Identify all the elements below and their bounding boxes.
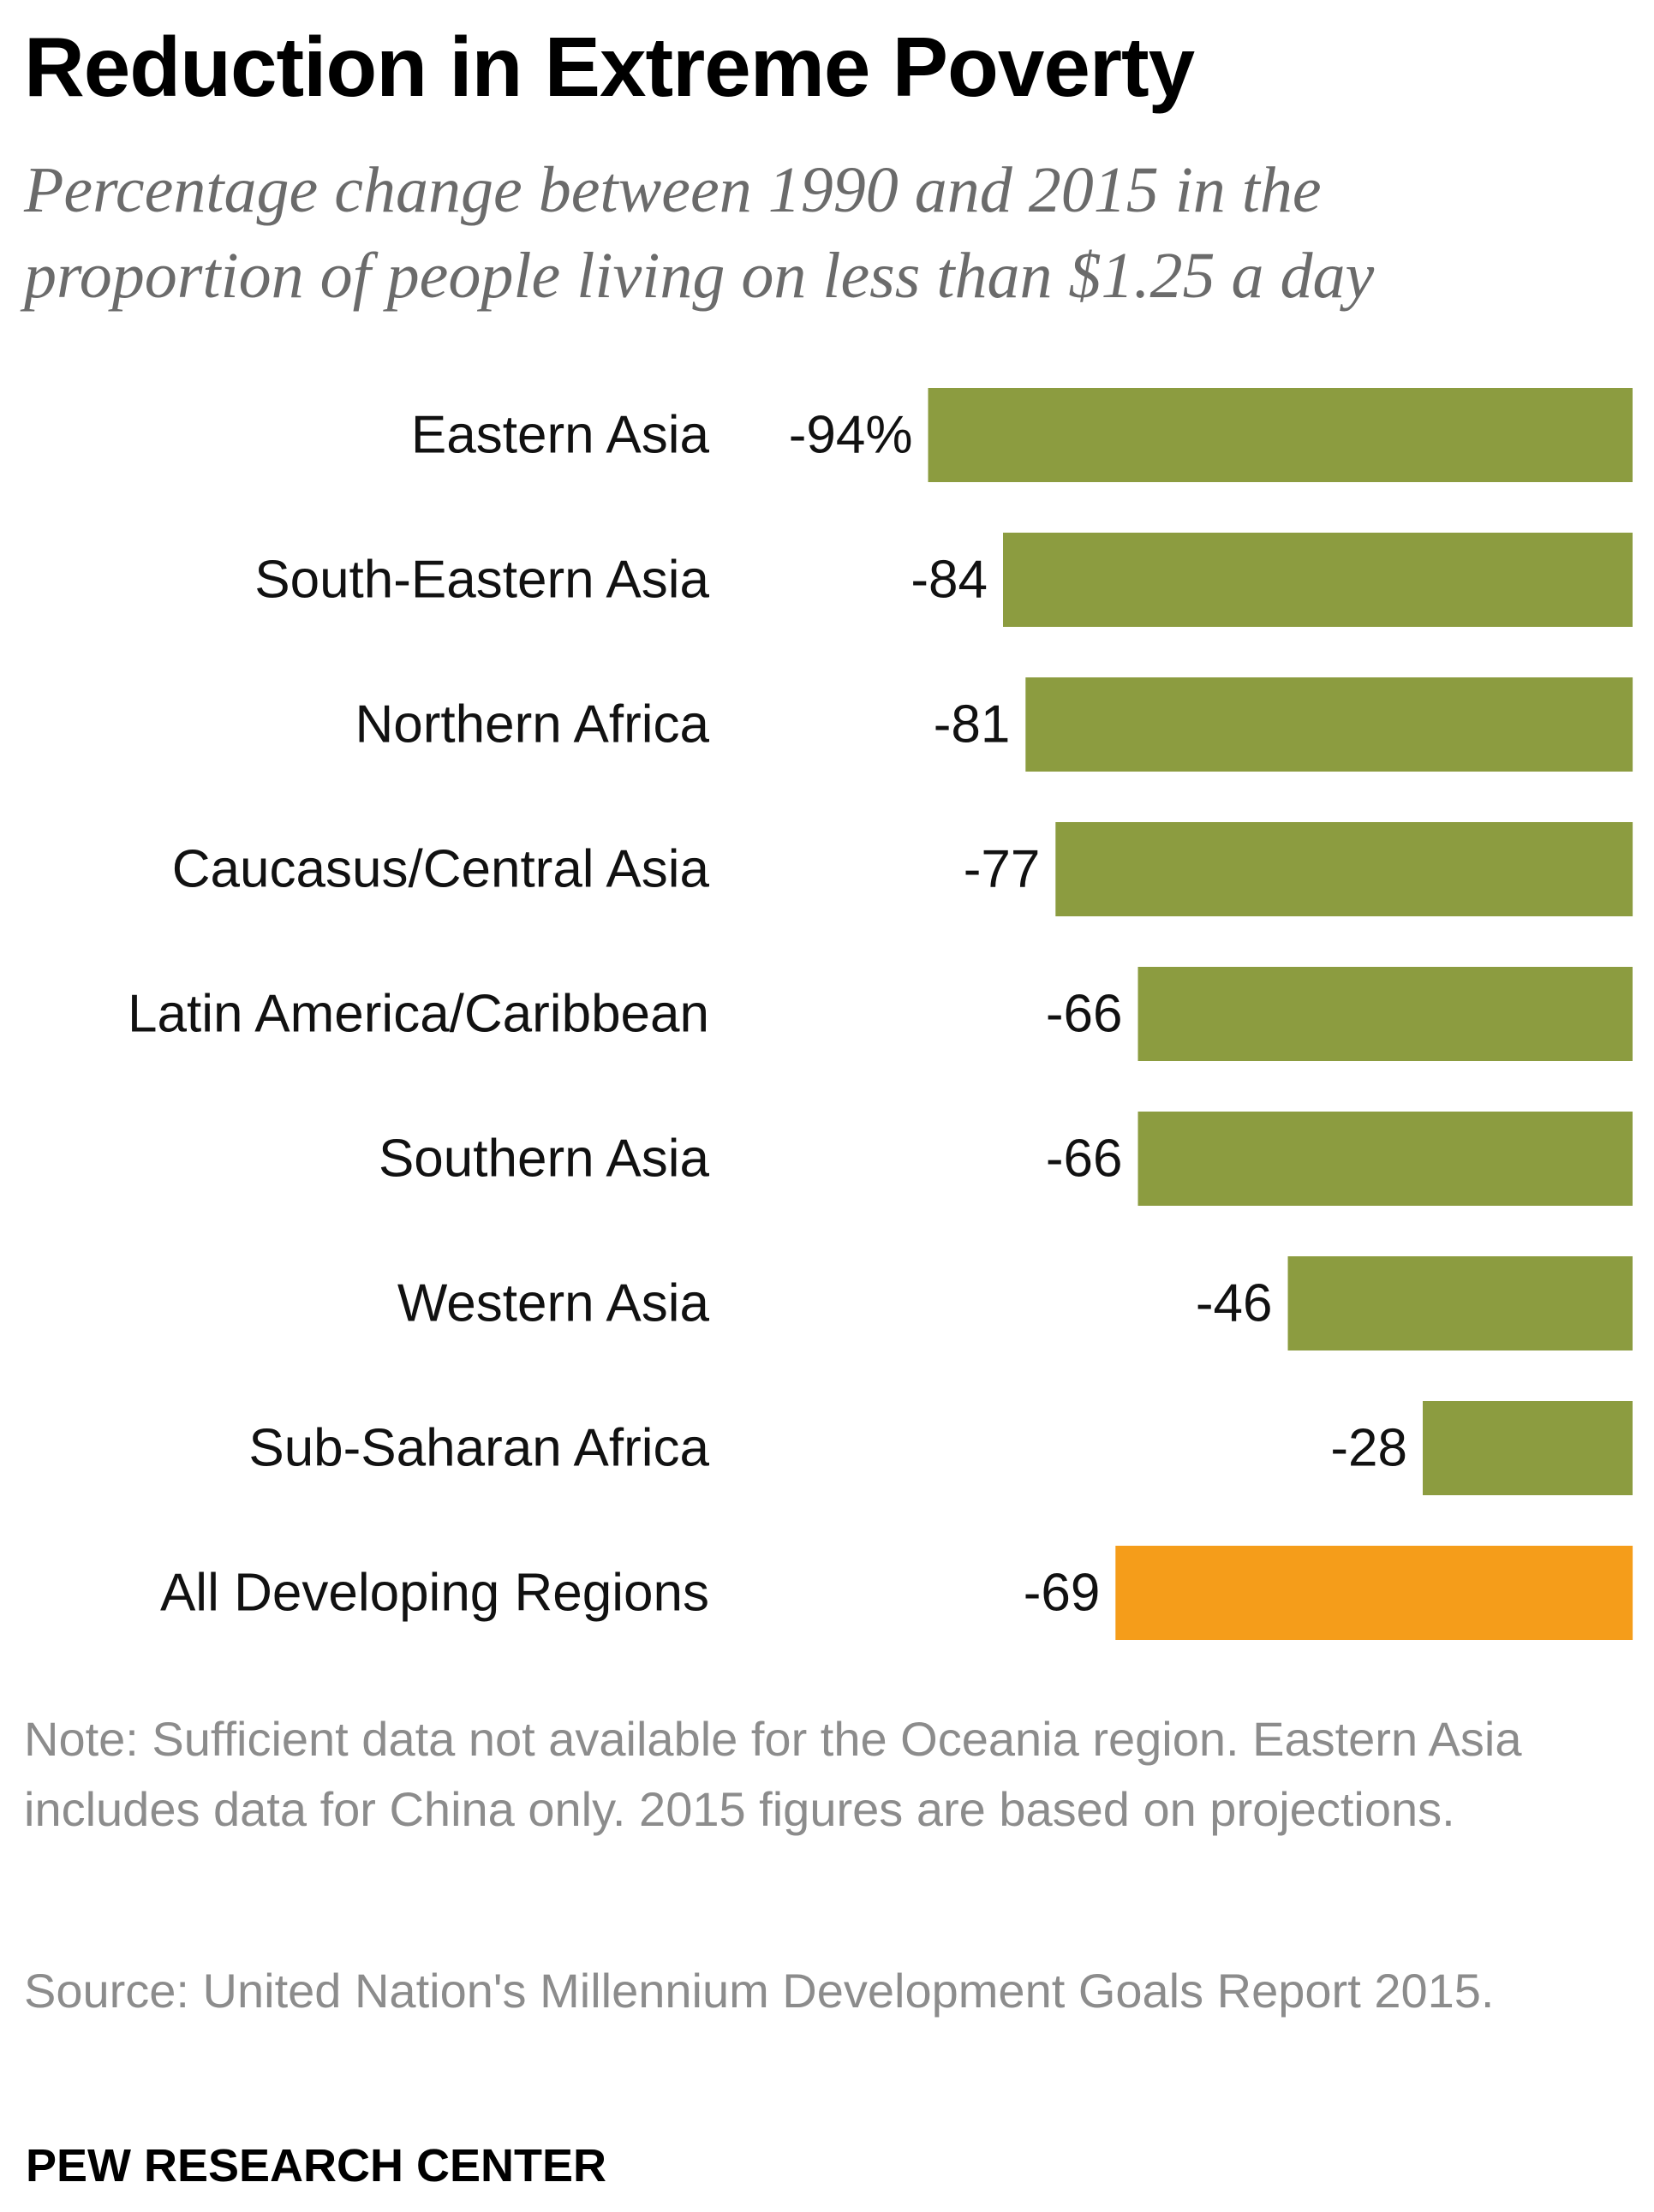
value-label: -66 bbox=[1046, 985, 1123, 1044]
value-label: -28 bbox=[1330, 1419, 1407, 1478]
category-label: Northern Africa bbox=[355, 695, 709, 754]
category-label: Southern Asia bbox=[379, 1130, 710, 1189]
bar-south-eastern-asia bbox=[1003, 533, 1633, 627]
category-label: Caucasus/Central Asia bbox=[172, 840, 710, 899]
value-label: -84 bbox=[911, 551, 988, 610]
bar-northern-africa bbox=[1025, 677, 1633, 772]
chart-note: Note: Sufficient data not available for … bbox=[24, 1712, 1522, 1836]
value-label: -94% bbox=[789, 406, 913, 465]
category-label: Western Asia bbox=[397, 1274, 710, 1333]
bar-latin-america-caribbean bbox=[1137, 967, 1633, 1061]
bar-caucasus-central-asia bbox=[1055, 822, 1633, 916]
category-label: Latin America/Caribbean bbox=[128, 985, 709, 1044]
category-label: All Developing Regions bbox=[160, 1564, 709, 1623]
bar-southern-asia bbox=[1137, 1112, 1633, 1206]
category-label: South-Eastern Asia bbox=[254, 551, 709, 610]
value-label: -46 bbox=[1196, 1274, 1273, 1333]
bar-all-developing-regions bbox=[1115, 1546, 1633, 1640]
value-label: -77 bbox=[964, 840, 1041, 899]
value-label: -81 bbox=[934, 695, 1011, 754]
publisher-credit: PEW RESEARCH CENTER bbox=[26, 2140, 607, 2191]
chart-source: Source: United Nation's Millennium Devel… bbox=[24, 1964, 1495, 2018]
category-label: Eastern Asia bbox=[411, 406, 710, 465]
bar-eastern-asia bbox=[928, 388, 1633, 482]
value-label: -69 bbox=[1024, 1564, 1101, 1623]
bar-sub-saharan-africa bbox=[1423, 1401, 1633, 1495]
chart-subtitle: Percentage change between 1990 and 2015 … bbox=[24, 154, 1375, 312]
bar-chart: Eastern Asia -94% South-Eastern Asia -84 Nor… bbox=[128, 388, 1633, 1640]
value-label: -66 bbox=[1046, 1130, 1123, 1189]
category-label: Sub-Saharan Africa bbox=[248, 1419, 709, 1478]
bar-western-asia bbox=[1287, 1256, 1633, 1350]
chart-title: Reduction in Extreme Poverty bbox=[24, 20, 1195, 114]
